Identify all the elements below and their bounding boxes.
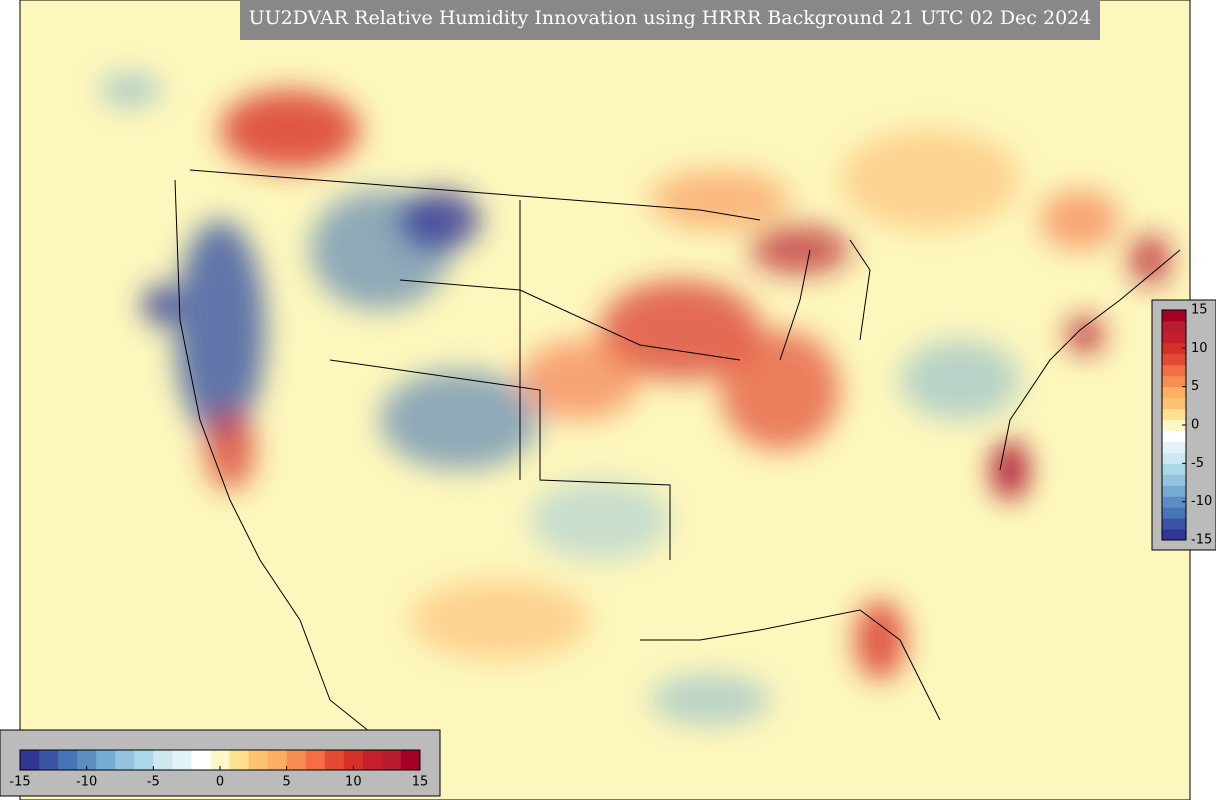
map-borders [174,169,1181,741]
colorbar-segment [58,750,78,770]
colorbar-segment [1162,529,1186,541]
colorbar-tick-label: 10 [345,775,362,790]
colorbar-horizontal: -15 -10 -5 0 5 10 15 [9,749,429,790]
colorbar-segment [1162,386,1186,399]
colorbar-segment [1162,518,1186,530]
colorbar-tick-label: 10 [1191,341,1208,356]
colorbar-segment [362,750,383,770]
colorbar-segment [20,750,40,770]
colorbar-segment [1162,474,1186,486]
colorbar-segment [172,750,192,770]
colorbar-tick-label: -15 [9,775,30,790]
colorbar-segment [248,750,269,770]
colorbar-segment [210,750,231,770]
colorbar-segment [1162,452,1186,464]
colorbar-tick-label: 5 [283,775,291,790]
colorbar-segment [343,750,364,770]
colorbar-segment [1162,496,1186,508]
colorbar-segment [39,750,59,770]
colorbar-segment [381,750,402,770]
colorbar-segment [134,750,154,770]
colorbar-tick-label: -15 [1191,533,1212,548]
colorbar-segment [1162,430,1186,442]
colorbar-tick-label: -5 [1191,456,1204,471]
colorbar-segment [324,750,345,770]
colorbar-segment [1162,485,1186,497]
colorbar-segment [400,750,421,770]
colorbar-segment [96,750,116,770]
colorbar-segment [267,750,288,770]
colorbar-tick-label: 15 [1191,303,1208,318]
colorbar-segment [191,750,211,770]
colorbar-segment [229,750,250,770]
colorbar-segment [286,750,307,770]
colorbar-segment [1162,364,1186,377]
map-title: UU2DVAR Relative Humidity Innovation usi… [249,7,1092,29]
humidity-field [100,74,1170,725]
colorbar-segment [1162,507,1186,519]
colorbar-tick-label: 0 [1191,418,1199,433]
colorbar-tick-label: 5 [1191,379,1199,394]
colorbar-vertical: -15 -10 -5 0 5 10 15 [1161,303,1212,548]
colorbar-segment [1162,408,1186,421]
colorbar-segment [115,750,135,770]
colorbar-tick-label: 0 [216,775,224,790]
colorbar-segment [1162,342,1186,355]
colorbar-segment [1162,375,1186,388]
colorbar-tick-label: -10 [76,775,97,790]
colorbar-segment [1162,320,1186,333]
colorbar-tick-label: 15 [412,775,429,790]
colorbar-segment [1162,353,1186,366]
colorbar-segment [305,750,326,770]
colorbar-segment [1162,331,1186,344]
colorbar-segment [153,750,173,770]
colorbar-segment [1162,397,1186,410]
colorbar-segment [1162,310,1186,322]
colorbar-tick-label: -5 [147,775,160,790]
colorbar-tick-label: -10 [1191,494,1212,509]
colorbar-segment [1162,419,1186,431]
colorbar-segment [1162,441,1186,453]
title-box [240,0,1100,40]
colorbar-segment [77,750,97,770]
colorbar-segment [1162,463,1186,475]
